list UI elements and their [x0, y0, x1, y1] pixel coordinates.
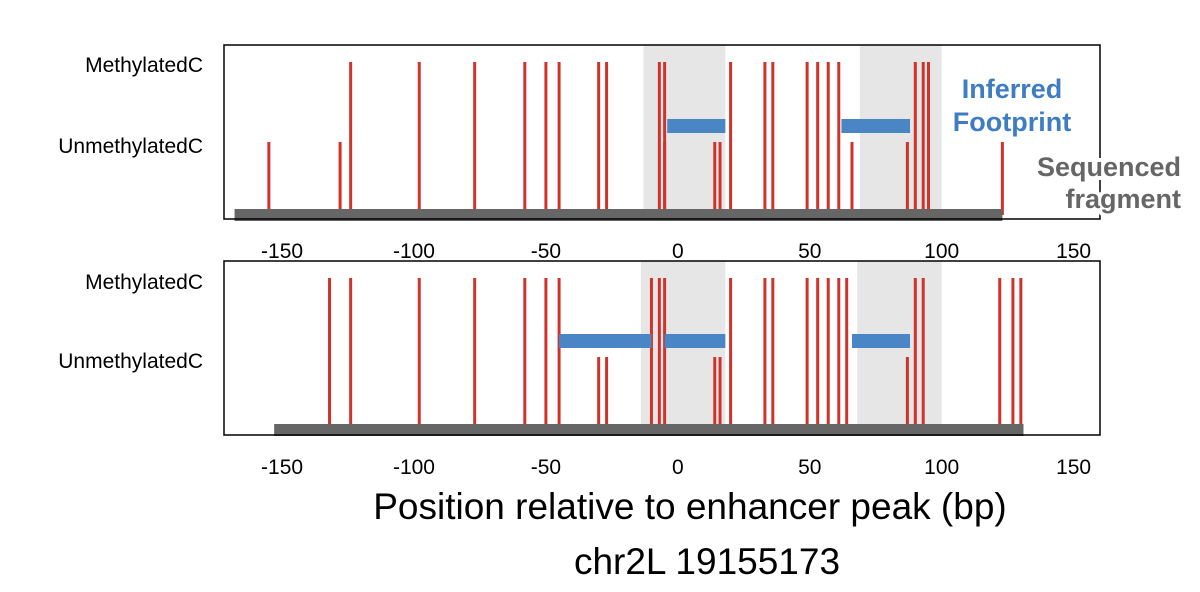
inferred-footprint-bar: [841, 119, 911, 133]
x-tick-label: 50: [798, 240, 821, 263]
x-tick-label: -150: [261, 240, 303, 263]
x-tick-label: 150: [1056, 456, 1091, 479]
x-tick-label: 50: [798, 456, 821, 479]
panel-1: MethylatedC UnmethylatedC -150 -100 -50 0 50 10…: [58, 44, 1101, 263]
panel-2: MethylatedC UnmethylatedC -150 -100 -50 0 50 10…: [58, 260, 1101, 479]
inferred-footprint-bar: [664, 334, 726, 348]
inferred-footprint-label-line2: Footprint: [953, 107, 1071, 137]
plot-frame: [223, 260, 1101, 436]
y-label-unmethylated: UnmethylatedC: [58, 350, 203, 373]
x-tick-label: -100: [393, 240, 435, 263]
x-tick-label: -150: [261, 456, 303, 479]
y-label-unmethylated: UnmethylatedC: [58, 135, 203, 158]
panels-layer: MethylatedC UnmethylatedC -150 -100 -50 0 50 10…: [58, 44, 1101, 479]
y-label-methylated: MethylatedC: [85, 54, 203, 77]
sequenced-fragment-bar: [234, 209, 1003, 221]
inferred-footprint-label-line1: Inferred: [962, 74, 1063, 104]
x-tick-label: 100: [924, 456, 959, 479]
sequenced-fragment-label-line1: Sequenced: [1037, 152, 1181, 182]
x-axis-label: Position relative to enhancer peak (bp): [373, 486, 1006, 527]
inferred-footprint-bar: [851, 334, 911, 348]
sequenced-fragment-bar: [274, 424, 1024, 436]
sequenced-fragment-label-line2: fragment: [1065, 184, 1181, 214]
y-label-methylated: MethylatedC: [85, 271, 203, 294]
x-tick-label: 150: [1056, 240, 1091, 263]
x-tick-label: -50: [531, 240, 561, 263]
inferred-footprint-bar: [667, 119, 726, 133]
plot-frame: [223, 44, 1101, 220]
x-tick-label: -50: [531, 456, 561, 479]
x-tick-label: 100: [924, 240, 959, 263]
inferred-footprint-bar: [559, 334, 652, 348]
x-tick-label: 0: [672, 456, 684, 479]
x-tick-label: -100: [393, 456, 435, 479]
chart-subtitle: chr2L 19155173: [574, 541, 840, 582]
x-tick-label: 0: [672, 240, 684, 263]
